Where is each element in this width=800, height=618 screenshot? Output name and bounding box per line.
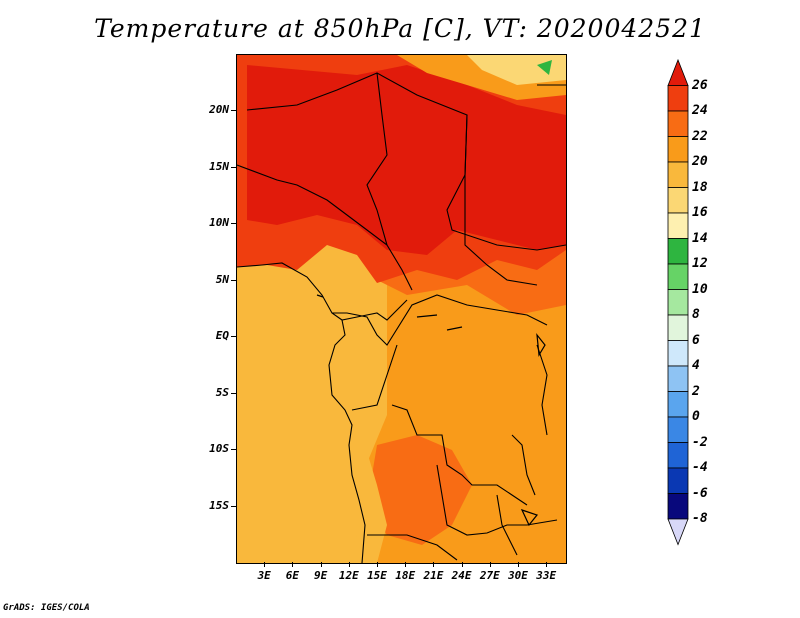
chad-sudan-border [464, 114, 538, 286]
field-north-green [537, 60, 552, 75]
colorbar-label: 18 [692, 179, 708, 195]
lon-tick [489, 562, 491, 567]
lon-tick [461, 562, 463, 567]
colorbar-label: 24 [692, 103, 708, 118]
niger-chad-border [366, 72, 413, 291]
colorbar-label: 26 [692, 77, 708, 93]
lon-tick [405, 562, 407, 567]
colorbar-label: -2 [692, 434, 708, 450]
colorbar-top-triangle [667, 58, 689, 86]
colorbar-label: 0 [692, 409, 700, 424]
central-africa-border [332, 294, 548, 346]
field-north-cooler [467, 55, 566, 85]
lon-label: 9E [313, 569, 328, 582]
colorbar-segment [667, 365, 689, 392]
lon-label: 30E [508, 569, 528, 582]
gulf-guinea-coast [237, 262, 408, 321]
colorbar-segment [667, 467, 689, 494]
lat-label: 10S [209, 442, 229, 456]
colorbar-label: 12 [692, 256, 708, 271]
west-coast [328, 319, 366, 563]
lon-tick [518, 562, 519, 567]
west-africa-border [237, 164, 388, 246]
colorbar-segment [667, 187, 689, 214]
lon-tick [377, 562, 378, 567]
colorbar-label: 10 [692, 281, 708, 297]
colorbar-segment [667, 238, 689, 265]
lon-label: 21E [423, 569, 444, 582]
colorbar-label: 8 [692, 307, 700, 322]
credit-text: GrADS: IGES/COLA [3, 603, 90, 613]
field-26-plus [247, 65, 566, 255]
colorbar-segment [667, 416, 689, 443]
colorbar [667, 58, 689, 546]
zambia-border [436, 464, 558, 536]
chart-title: Temperature at 850hPa [C], VT: 202004252… [94, 14, 706, 43]
lon-label: 3E [257, 569, 271, 582]
colorbar-segment [667, 442, 689, 469]
colorbar-segment [667, 289, 689, 316]
lat-tick [231, 449, 236, 451]
lat-tick [231, 279, 236, 281]
zambezi [496, 494, 518, 556]
lat-label: 5N [215, 272, 229, 286]
lon-label: 33E [536, 569, 557, 582]
lon-label: 18E [395, 569, 416, 582]
lon-tick [433, 562, 435, 567]
colorbar-segment [667, 85, 689, 112]
colorbar-label: 14 [692, 230, 708, 246]
lon-label: 12E [338, 569, 359, 582]
congo-gabon-border [351, 344, 398, 411]
lat-tick [231, 336, 236, 338]
lon-tick [264, 562, 266, 567]
colorbar-segment [667, 340, 689, 367]
temperature-map [236, 54, 567, 564]
lat-label: 10N [209, 216, 229, 230]
east-rift [536, 344, 548, 436]
colorbar-label: 4 [692, 358, 700, 373]
lon-label: 6E [285, 569, 300, 582]
boundary-lines [237, 72, 566, 563]
colorbar-segment [667, 263, 689, 290]
colorbar-bottom-triangle [667, 518, 689, 546]
colorbar-label: 6 [692, 332, 700, 348]
lake-tanganyika [511, 434, 536, 496]
colorbar-label: -6 [692, 485, 708, 501]
colorbar-segment [667, 314, 689, 341]
lon-tick [292, 562, 294, 567]
colorbar-segment [667, 391, 689, 418]
lon-tick [320, 562, 322, 567]
ocean-field-2 [237, 395, 367, 563]
lat-label: 5S [215, 385, 229, 399]
colorbar-segment [667, 493, 689, 520]
lon-label: 15E [367, 569, 387, 582]
lat-tick [231, 223, 236, 225]
colorbar-label: 2 [692, 383, 700, 399]
lat-label: 20N [209, 103, 229, 117]
colorbar-label: 16 [692, 205, 708, 220]
lon-tick [348, 562, 350, 567]
colorbar-segment [667, 161, 689, 188]
lon-label: 27E [479, 569, 500, 582]
lat-label: EQ [215, 329, 229, 343]
colorbar-label: -4 [692, 460, 708, 475]
lat-tick [231, 166, 236, 168]
colorbar-label: 20 [692, 154, 708, 169]
lat-tick [231, 505, 236, 507]
colorbar-segment [667, 212, 689, 239]
lat-tick [231, 110, 236, 112]
lat-label: 15S [209, 498, 229, 512]
colorbar-label: -8 [692, 511, 708, 526]
lat-tick [231, 392, 236, 394]
lon-label: 24E [451, 569, 472, 582]
lon-tick [546, 562, 548, 567]
namibia-border [367, 534, 458, 561]
lat-label: 15N [209, 159, 229, 173]
colorbar-label: 22 [692, 128, 708, 144]
lakes [316, 294, 546, 527]
colorbar-segment [667, 110, 689, 137]
colorbar-segment [667, 136, 689, 163]
drc-angola-border [391, 404, 528, 506]
